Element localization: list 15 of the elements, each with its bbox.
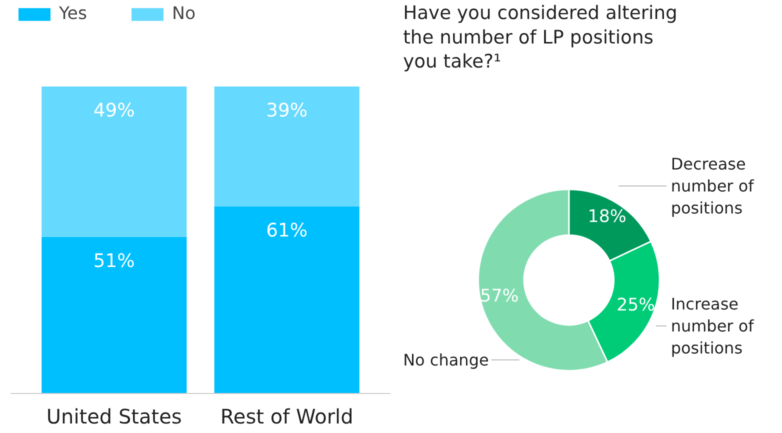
slice-label: Increase number of positions [670, 294, 754, 358]
slice-label: No change [403, 350, 489, 370]
data-label: 18% [588, 206, 626, 227]
data-label: 61% [266, 220, 308, 242]
data-label: 39% [266, 100, 308, 122]
x-tick-label: United States [46, 404, 182, 428]
data-label: 25% [616, 295, 656, 316]
legend-label: Yes [59, 4, 87, 24]
slice-label: Decrease number of positions [670, 154, 754, 218]
x-tick-label: Rest of World [220, 404, 354, 428]
data-label: 49% [93, 100, 135, 122]
chart-title: Have you considered altering the number of LP positions you take?¹ [403, 3, 678, 73]
data-label: 57% [480, 286, 519, 306]
legend-label: No [172, 4, 196, 24]
data-label: 51% [93, 250, 135, 272]
